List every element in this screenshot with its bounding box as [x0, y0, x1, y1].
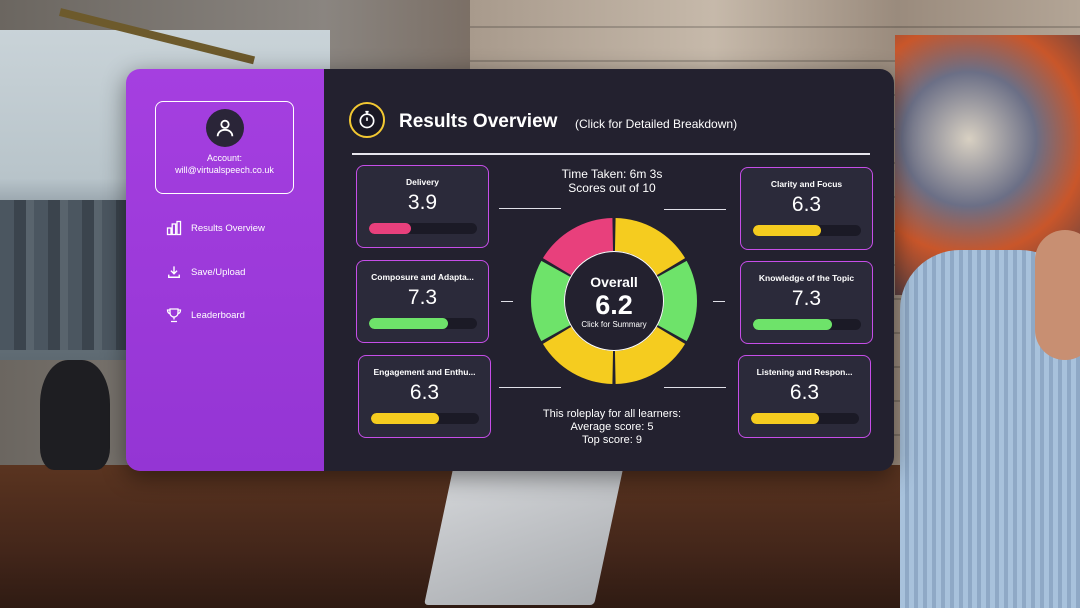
user-icon [205, 109, 244, 147]
metric-name: Clarity and Focus [770, 179, 843, 189]
metric-card-delivery[interactable]: Delivery 3.9 [356, 165, 489, 248]
average-score: Average score: 5 [570, 421, 654, 433]
segment-composure[interactable] [531, 260, 571, 342]
nav-label: Leaderboard [191, 309, 245, 321]
metric-value: 3.9 [407, 191, 438, 214]
avatar-person-head [1035, 230, 1080, 360]
nav-label: Results Overview [191, 222, 265, 234]
segment-delivery[interactable] [542, 218, 614, 276]
score-bar [753, 225, 861, 236]
learners-stats: This roleplay for all learners: Average … [524, 408, 700, 447]
score-bar-fill [369, 223, 412, 234]
score-bar [369, 223, 477, 234]
stopwatch-icon [349, 102, 385, 138]
segment-clarity[interactable] [614, 218, 686, 276]
vase [40, 360, 110, 470]
trophy-icon [166, 307, 182, 323]
detailed-breakdown-link[interactable]: (Click for Detailed Breakdown) [575, 117, 738, 131]
score-bar-fill [369, 318, 448, 329]
overall-hint: Click for Summary [581, 319, 647, 329]
metric-name: Delivery [405, 177, 440, 187]
score-bar [751, 413, 859, 424]
score-bar-fill [371, 413, 440, 424]
metric-card-knowledge[interactable]: Knowledge of the Topic 7.3 [740, 261, 873, 344]
top-score: Top score: 9 [582, 434, 642, 446]
overall-value: 6.2 [595, 289, 633, 320]
overall-score-donut[interactable]: Overall 6.2 Click for Summary [530, 217, 698, 385]
metric-value: 6.3 [791, 193, 822, 216]
page-title: Results Overview [399, 111, 558, 132]
learners-heading: This roleplay for all learners: [542, 408, 682, 420]
metric-value: 7.3 [407, 286, 438, 309]
metric-value: 6.3 [789, 381, 820, 404]
metric-card-composure[interactable]: Composure and Adapta... 7.3 [356, 260, 489, 343]
score-bar-fill [753, 225, 822, 236]
connector-line [664, 387, 726, 389]
results-panel: Account: will@virtualspeech.co.uk Result… [126, 69, 894, 471]
metric-value: 6.3 [409, 381, 440, 404]
score-bar [369, 318, 477, 329]
account-label: Account: [206, 153, 243, 163]
metric-value: 7.3 [791, 287, 822, 310]
connector-line [499, 208, 561, 210]
download-icon [166, 264, 182, 280]
segment-knowledge[interactable] [657, 260, 697, 342]
account-card[interactable]: Account: will@virtualspeech.co.uk [155, 101, 294, 194]
account-email: will@virtualspeech.co.uk [175, 165, 274, 175]
divider [352, 153, 870, 155]
score-bar [753, 319, 861, 330]
connector-line [713, 301, 725, 303]
city-skyline [0, 200, 150, 350]
overall-label: Overall [590, 273, 638, 290]
bar-chart-icon [166, 220, 182, 236]
sidebar: Account: will@virtualspeech.co.uk Result… [126, 69, 324, 471]
results-main: Results Overview (Click for Detailed Bre… [324, 69, 894, 471]
connector-line [501, 301, 513, 303]
score-bar-fill [751, 413, 820, 424]
scores-out-of: Scores out of 10 [568, 181, 656, 195]
nav-results-overview[interactable]: Results Overview [166, 220, 265, 236]
metric-card-listening[interactable]: Listening and Respon... 6.3 [738, 355, 871, 438]
nav-save-upload[interactable]: Save/Upload [166, 264, 245, 280]
connector-line [499, 387, 561, 389]
connector-line [664, 209, 726, 211]
score-bar-fill [753, 319, 832, 330]
time-taken: Time Taken: 6m 3s [561, 167, 663, 181]
overall-summary-button[interactable]: Overall 6.2 Click for Summary [564, 251, 664, 351]
metric-name: Engagement and Enthu... [373, 367, 476, 377]
nav-leaderboard[interactable]: Leaderboard [166, 307, 245, 323]
donut-ring [531, 218, 697, 384]
score-bar [371, 413, 479, 424]
metric-card-engagement[interactable]: Engagement and Enthu... 6.3 [358, 355, 491, 438]
segment-listening[interactable] [614, 326, 686, 384]
metric-name: Composure and Adapta... [371, 272, 474, 282]
metric-name: Knowledge of the Topic [758, 273, 855, 283]
nav-label: Save/Upload [191, 266, 246, 278]
metric-name: Listening and Respon... [756, 367, 853, 377]
segment-engagement[interactable] [542, 326, 614, 384]
laptop [424, 455, 626, 605]
metric-card-clarity[interactable]: Clarity and Focus 6.3 [740, 167, 873, 250]
